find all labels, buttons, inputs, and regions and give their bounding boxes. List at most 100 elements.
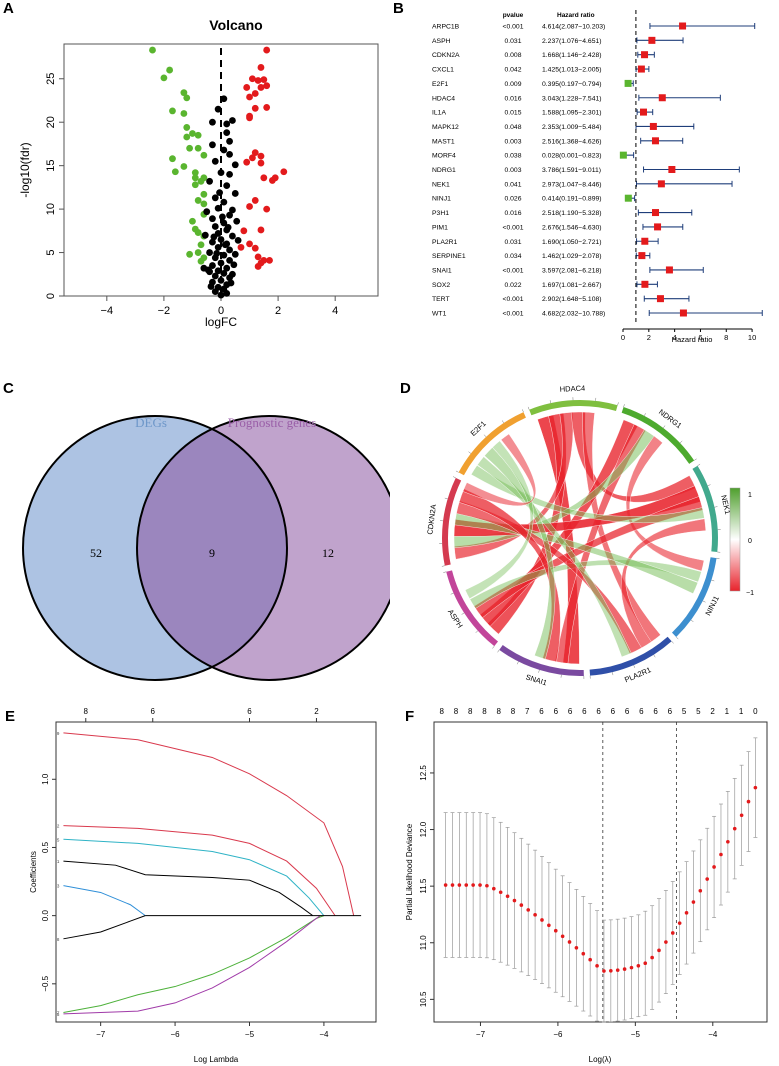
lasso-cv-point bbox=[705, 877, 709, 881]
forest-hr-marker bbox=[657, 180, 665, 188]
lasso-cv-point bbox=[657, 948, 661, 953]
volcano-point-up bbox=[251, 90, 259, 97]
volcano-point-down bbox=[169, 107, 176, 115]
chord-tick bbox=[527, 406, 530, 410]
lasso-cv-point bbox=[519, 903, 524, 907]
chord-tick bbox=[617, 402, 619, 406]
volcano-point-down bbox=[183, 124, 191, 131]
forest-hr-text: 1.668(1.146−2.428) bbox=[542, 52, 602, 59]
chord-tick bbox=[675, 636, 679, 640]
volcano-point-up bbox=[254, 77, 262, 84]
lasso-cv-top-label: 6 bbox=[611, 707, 616, 716]
forest-pvalue: 0.003 bbox=[504, 138, 521, 145]
lasso-cv-top-label: 6 bbox=[639, 707, 644, 716]
chord-tick bbox=[644, 413, 646, 416]
forest-pvalue: <0.001 bbox=[503, 24, 524, 31]
volcano-point-ns bbox=[209, 262, 216, 269]
forest-gene-label: SOX2 bbox=[432, 282, 450, 289]
forest-hr-text: 3.786(1.591−9.011) bbox=[542, 167, 601, 174]
lasso-coef-xlabel: Log Lambda bbox=[194, 1055, 239, 1064]
volcano-point-down bbox=[194, 249, 202, 256]
volcano-point-ns bbox=[229, 232, 236, 240]
venn-count-prognostic-only: 12 bbox=[322, 546, 334, 560]
chord-tick bbox=[475, 630, 479, 633]
volcano-ytick-label: 0 bbox=[45, 293, 57, 299]
lasso-cv-ytick-label: 11.5 bbox=[419, 878, 428, 894]
chord-gene-label: PLA2R1 bbox=[623, 665, 652, 684]
chord-gene-arc bbox=[671, 557, 717, 637]
volcano-point-down bbox=[197, 177, 205, 185]
volcano-point-up bbox=[263, 46, 271, 54]
volcano-point-ns bbox=[227, 279, 235, 287]
lasso-cv-point bbox=[622, 967, 627, 971]
lasso-cv-top-label: 6 bbox=[539, 707, 544, 716]
lasso-cv-top-label: 8 bbox=[440, 707, 445, 716]
forest-hr-marker bbox=[624, 79, 632, 87]
lasso-cv-xtick-label: −4 bbox=[708, 1030, 718, 1039]
forest-hr-text: 2.676(1.546−4.630) bbox=[542, 224, 602, 231]
forest-hr-marker bbox=[668, 166, 676, 173]
lasso-cv-top-label: 0 bbox=[753, 707, 758, 716]
lasso-coef-path-label: 3 bbox=[57, 884, 60, 889]
forest-hr-text: 1.588(1.095−2.301) bbox=[542, 110, 602, 117]
volcano-point-ns bbox=[211, 223, 219, 230]
forest-hr-text: 4.682(2.032−10.788) bbox=[542, 311, 605, 318]
forest-plot: pvalue Hazard ratio ARPC1B <0.001 4.614(2.… bbox=[432, 10, 763, 344]
venn-outline-prognostic bbox=[136, 415, 390, 681]
volcano-point-down bbox=[189, 130, 196, 137]
lasso-cv-top-label: 8 bbox=[497, 707, 502, 716]
chord-link bbox=[620, 518, 706, 649]
volcano-point-up bbox=[263, 82, 271, 90]
forest-gene-label: HDAC4 bbox=[432, 95, 455, 102]
volcano-point-up bbox=[260, 76, 268, 84]
forest-gene-label: WT1 bbox=[432, 311, 447, 318]
volcano-point-ns bbox=[203, 208, 211, 216]
lasso-cv-top-label: 6 bbox=[596, 707, 601, 716]
lasso-cv-point bbox=[478, 883, 482, 887]
volcano-point-up bbox=[280, 168, 288, 176]
volcano-xtick-label: −2 bbox=[158, 305, 171, 317]
chord-tick bbox=[468, 451, 472, 454]
volcano-point-ns bbox=[201, 231, 209, 239]
volcano-point-ns bbox=[211, 157, 219, 165]
volcano-point-up bbox=[240, 227, 248, 235]
forest-xtick-label: 4 bbox=[673, 333, 677, 342]
forest-hr-marker bbox=[624, 194, 632, 202]
lasso-coef-path bbox=[63, 915, 146, 940]
chord-diagram: HDAC4NDRG1NEK1NINJ1PLA2R1SNAI1ASPHCDKN2A… bbox=[425, 384, 754, 688]
volcano-point-up bbox=[246, 203, 253, 210]
volcano-point-up bbox=[249, 75, 256, 83]
lasso-cv-xtick-label: −7 bbox=[476, 1030, 486, 1039]
volcano-point-ns bbox=[220, 95, 228, 103]
chord-gene-label: SNAI1 bbox=[525, 672, 548, 687]
chord-gene-arc bbox=[442, 477, 462, 566]
lasso-coef-xtick-label: −7 bbox=[96, 1030, 106, 1039]
volcano-point-up bbox=[263, 205, 271, 213]
lasso-coef-path bbox=[63, 732, 355, 916]
volcano-point-ns bbox=[206, 177, 213, 185]
lasso-cv-ylabel: Partial Likelihood Deviance bbox=[405, 823, 414, 920]
chord-legend-max: 1 bbox=[748, 492, 752, 499]
volcano-point-ns bbox=[226, 170, 233, 178]
volcano-point-ns bbox=[221, 241, 229, 249]
lasso-coef-path-label: 1 bbox=[57, 859, 60, 864]
volcano-point-up bbox=[260, 174, 268, 182]
volcano-point-ns bbox=[217, 169, 225, 177]
volcano-ytick-label: 5 bbox=[45, 249, 57, 255]
forest-gene-label: PLA2R1 bbox=[432, 239, 458, 246]
volcano-point-ns bbox=[224, 223, 232, 231]
volcano-point-down bbox=[149, 46, 156, 54]
chord-tick bbox=[694, 458, 697, 461]
forest-pvalue: 0.008 bbox=[504, 52, 521, 59]
forest-gene-label: ASPH bbox=[432, 38, 451, 45]
volcano-point-down bbox=[200, 190, 208, 198]
lasso-cv-top-label: 7 bbox=[525, 707, 530, 716]
forest-xtick-label: 8 bbox=[724, 333, 728, 342]
volcano-xtick-label: −4 bbox=[101, 305, 114, 317]
lasso-cv-point bbox=[677, 921, 682, 925]
volcano-point-ns bbox=[231, 161, 239, 169]
forest-hr-text: 2.237(1.076−4.651) bbox=[542, 38, 602, 45]
lasso-cv-point bbox=[485, 883, 489, 888]
forest-hr-marker bbox=[658, 94, 666, 102]
